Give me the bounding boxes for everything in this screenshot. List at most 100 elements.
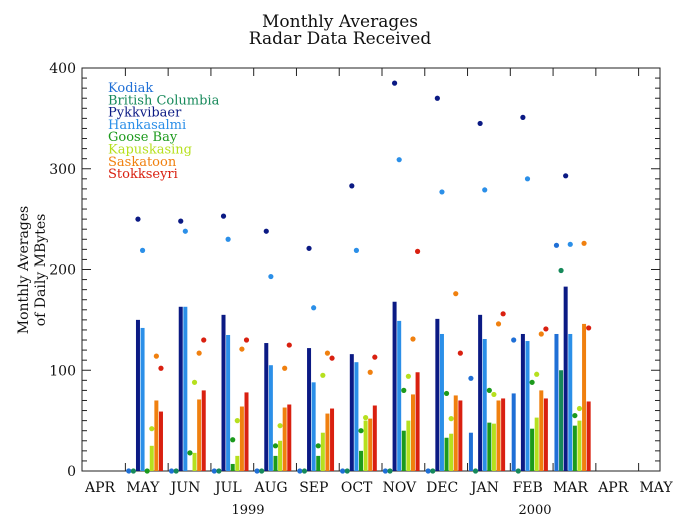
bar-stokkseyri	[415, 372, 420, 471]
max-dot-kapuskasing	[405, 373, 411, 379]
max-dot-saskatoon	[538, 331, 544, 337]
bar-stokkseyri	[287, 404, 292, 471]
bar-pykkvibaer	[520, 333, 525, 471]
bar-pykkvibaer	[478, 314, 483, 471]
bar-pykkvibaer	[264, 343, 269, 471]
x-tick-label: DEC	[426, 480, 458, 496]
max-dot-kapuskasing	[491, 391, 497, 398]
max-dot-goose-bay	[144, 468, 150, 474]
max-dot-british-columbia	[173, 468, 179, 474]
max-dot-pykkvibaer	[434, 95, 440, 101]
max-dot-pykkvibaer	[520, 114, 526, 120]
year-label-1999: 1999	[231, 503, 264, 518]
max-dot-british-columbia	[301, 468, 308, 474]
max-dot-pykkvibaer	[220, 213, 227, 219]
max-dot-kodiak	[211, 468, 217, 474]
max-dot-goose-bay	[443, 390, 450, 397]
bar-kapuskasing	[577, 420, 582, 471]
bar-goose-bay	[530, 428, 535, 471]
max-dot-british-columbia	[130, 468, 136, 474]
max-dot-kapuskasing	[320, 372, 326, 378]
bar-hankasalmi	[268, 365, 273, 471]
max-dot-hankasalmi	[353, 247, 360, 253]
max-dot-pykkvibaer	[178, 218, 184, 224]
max-dot-pykkvibaer	[477, 120, 483, 127]
max-dot-goose-bay	[486, 387, 492, 393]
x-tick-label: SEP	[299, 480, 328, 496]
bar-stokkseyri	[586, 401, 591, 471]
x-tick-label: MAY	[639, 480, 673, 496]
bar-kapuskasing	[149, 445, 154, 471]
chart-title: Monthly Averages Radar Data Received	[0, 14, 680, 48]
max-dot-british-columbia	[430, 468, 436, 474]
bar-kapuskasing	[406, 420, 411, 471]
bar-saskatoon	[453, 395, 458, 471]
bar-kodiak	[511, 393, 516, 471]
bar-pykkvibaer	[307, 348, 312, 471]
max-dot-british-columbia	[515, 468, 521, 474]
bar-stokkseyri	[244, 392, 249, 471]
legend-entry: Kodiak	[108, 81, 153, 96]
max-dot-pykkvibaer	[391, 80, 398, 86]
max-dot-kodiak	[126, 468, 132, 474]
max-dot-kodiak	[511, 337, 517, 343]
bar-kodiak	[468, 432, 473, 471]
x-tick-label: JUL	[213, 480, 242, 496]
bar-saskatoon	[496, 400, 501, 471]
bar-saskatoon	[368, 418, 373, 471]
bar-goose-bay	[230, 463, 235, 471]
max-dot-kapuskasing	[234, 418, 240, 424]
bar-hankasalmi	[439, 333, 444, 471]
bar-pykkvibaer	[435, 318, 440, 471]
max-dot-pykkvibaer	[135, 216, 141, 222]
bar-saskatoon	[325, 413, 330, 471]
year-label-2000: 2000	[518, 503, 551, 518]
bar-hankasalmi	[482, 339, 487, 471]
max-dot-kapuskasing	[277, 423, 283, 429]
max-dot-hankasalmi	[524, 176, 531, 182]
legend-entry: Hankasalmi	[108, 118, 186, 133]
max-dot-stokkseyri	[372, 354, 378, 360]
max-dot-saskatoon	[282, 365, 288, 371]
max-dot-saskatoon	[410, 336, 416, 342]
max-dot-stokkseyri	[414, 248, 421, 254]
max-dot-hankasalmi	[396, 157, 402, 163]
y-tick-label: 0	[67, 464, 76, 480]
max-dot-stokkseyri	[286, 342, 292, 348]
bar-saskatoon	[154, 400, 159, 471]
max-dot-british-columbia	[344, 468, 350, 474]
max-dot-saskatoon	[324, 350, 331, 356]
bar-saskatoon	[410, 394, 415, 471]
max-dot-kodiak	[425, 468, 431, 474]
bar-kapuskasing	[235, 455, 240, 471]
max-dot-stokkseyri	[586, 325, 592, 331]
bar-kapuskasing	[363, 420, 368, 471]
bar-saskatoon	[239, 406, 244, 471]
max-dot-kodiak	[340, 468, 346, 474]
y-tick-label: 200	[49, 263, 76, 279]
max-dot-hankasalmi	[182, 228, 188, 234]
bar-pykkvibaer	[221, 314, 226, 471]
max-dot-goose-bay	[529, 379, 535, 385]
y-tick-label: 400	[49, 61, 76, 77]
max-dot-pykkvibaer	[306, 245, 312, 251]
y-axis-label-line1: Monthly Averages	[16, 206, 32, 334]
max-dot-kodiak	[553, 242, 560, 248]
max-dot-saskatoon	[581, 240, 587, 246]
x-tick-label: NOV	[383, 480, 417, 496]
max-dot-goose-bay	[187, 450, 193, 456]
max-dot-goose-bay	[358, 428, 364, 434]
bar-saskatoon	[197, 399, 202, 471]
bar-british-columbia	[559, 370, 564, 471]
max-dot-stokkseyri	[543, 326, 549, 332]
max-dot-saskatoon	[196, 350, 202, 356]
max-dot-stokkseyri	[158, 365, 164, 371]
max-dot-pykkvibaer	[263, 228, 269, 234]
bar-kapuskasing	[491, 423, 496, 471]
bar-stokkseyri	[372, 405, 377, 471]
legend-entry: British Columbia	[108, 93, 220, 108]
max-dot-hankasalmi	[482, 187, 488, 193]
x-tick-label: JAN	[469, 480, 499, 496]
bar-saskatoon	[582, 323, 587, 471]
